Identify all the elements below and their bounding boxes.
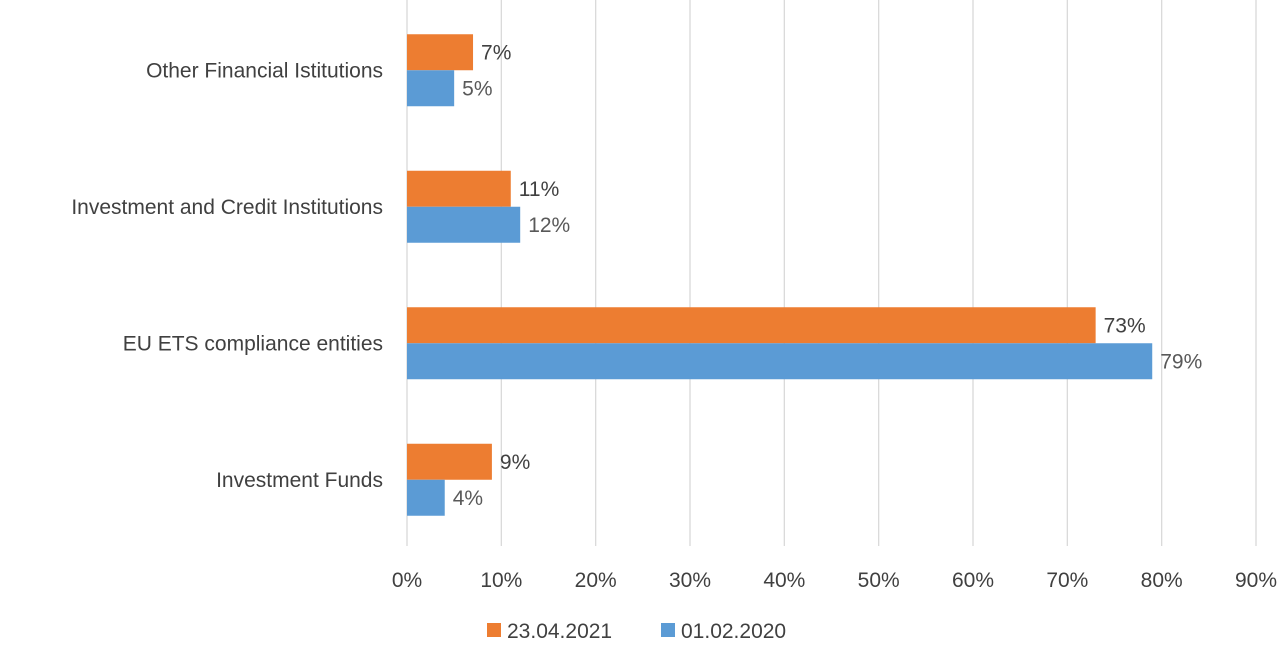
x-tick-label: 60% — [952, 569, 994, 592]
x-axis-ticks: 0% 10% 20% 30% 40% 50% 60% 70% 80% 90% — [392, 569, 1277, 592]
data-labels: 7% 5% 11% 12% 73% 79% 9% 4% — [453, 41, 1203, 510]
data-label: 9% — [500, 451, 530, 474]
data-label: 7% — [481, 41, 511, 64]
bar — [407, 479, 445, 516]
x-tick-label: 50% — [858, 569, 900, 592]
x-tick-label: 80% — [1141, 569, 1183, 592]
data-label: 4% — [453, 487, 483, 510]
data-label: 5% — [462, 77, 492, 100]
legend: 23.04.2021 01.02.2020 — [487, 620, 786, 643]
bar — [407, 70, 455, 107]
x-tick-label: 70% — [1046, 569, 1088, 592]
bar — [407, 443, 492, 480]
x-tick-label: 20% — [575, 569, 617, 592]
bar — [407, 206, 521, 243]
x-tick-label: 0% — [392, 569, 422, 592]
category-labels: Other Financial Istitutions Investment an… — [71, 59, 383, 492]
legend-label: 01.02.2020 — [681, 620, 786, 643]
bar — [407, 34, 474, 71]
bar — [407, 307, 1096, 344]
bar — [407, 343, 1153, 380]
x-tick-label: 90% — [1235, 569, 1277, 592]
data-label: 73% — [1104, 314, 1146, 337]
category-label: Investment and Credit Institutions — [71, 196, 383, 219]
gridlines — [500, 0, 1257, 546]
legend-swatch — [487, 623, 501, 637]
data-label: 11% — [519, 178, 559, 201]
x-tick-label: 30% — [669, 569, 711, 592]
legend-label: 23.04.2021 — [507, 620, 612, 643]
bar — [407, 170, 511, 207]
data-label: 12% — [528, 214, 570, 237]
x-tick-label: 10% — [480, 569, 522, 592]
bars — [407, 34, 1153, 516]
category-label: Investment Funds — [216, 469, 383, 492]
legend-swatch — [661, 623, 675, 637]
x-tick-label: 40% — [763, 569, 805, 592]
data-label: 79% — [1160, 350, 1202, 373]
category-label: EU ETS compliance entities — [123, 332, 383, 355]
category-label: Other Financial Istitutions — [146, 59, 383, 82]
